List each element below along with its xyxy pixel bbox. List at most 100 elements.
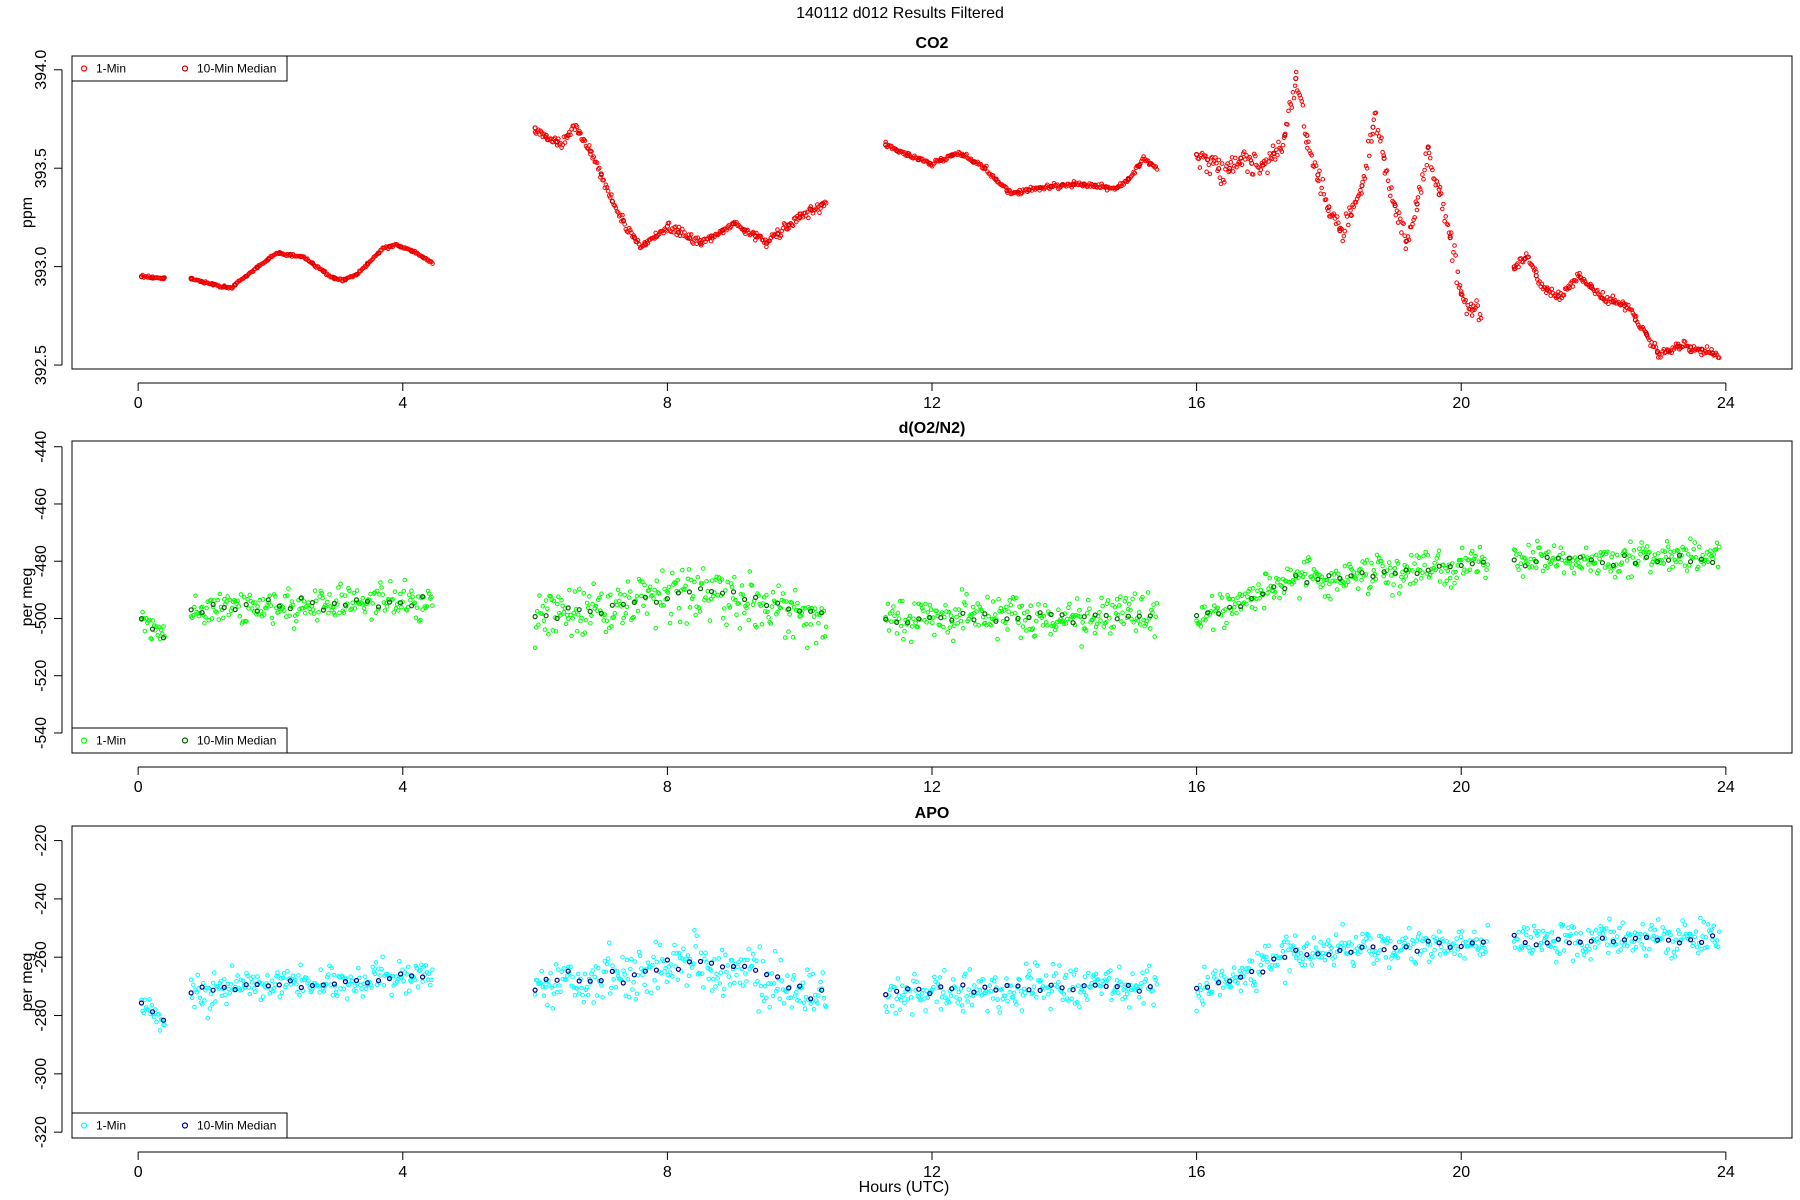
one-min-point	[1680, 544, 1685, 550]
one-min-point	[921, 608, 926, 613]
ten-min-median-point	[741, 227, 748, 233]
one-min-point	[357, 975, 362, 981]
one-min-point	[142, 997, 148, 1003]
one-min-point	[364, 601, 370, 606]
one-min-point	[750, 602, 756, 608]
one-min-point	[1663, 950, 1669, 955]
ten-min-median-point	[342, 602, 348, 608]
one-min-point	[1119, 982, 1124, 987]
one-min-point	[766, 981, 771, 986]
one-min-point	[205, 599, 210, 605]
one-min-point	[1705, 922, 1711, 927]
one-min-point	[538, 980, 543, 986]
one-min-point	[223, 992, 228, 998]
one-min-point	[1298, 951, 1303, 956]
one-min-point	[950, 638, 956, 644]
one-min-point	[379, 966, 384, 972]
one-min-point	[1084, 997, 1090, 1003]
one-min-point	[321, 605, 327, 610]
one-min-point	[641, 603, 646, 609]
one-min-point	[1545, 931, 1550, 937]
one-min-point	[626, 994, 632, 1000]
ten-min-median-point	[1271, 584, 1277, 590]
ten-min-median-point	[1544, 554, 1550, 561]
one-min-point	[697, 971, 703, 977]
one-min-point	[1524, 558, 1529, 564]
one-min-point	[335, 993, 340, 999]
one-min-point	[1276, 139, 1281, 145]
one-min-point	[1414, 938, 1420, 943]
one-min-point	[692, 579, 697, 585]
one-min-point	[970, 604, 976, 610]
one-min-point	[1340, 238, 1345, 244]
one-min-point	[944, 609, 949, 614]
one-min-point	[1467, 567, 1473, 573]
one-min-point	[1398, 216, 1403, 222]
y-tick-label: -460	[33, 488, 50, 520]
one-min-point	[1485, 922, 1490, 928]
one-min-point	[1372, 952, 1378, 958]
one-min-point	[937, 975, 943, 980]
one-min-point	[393, 974, 399, 979]
one-min-point	[1422, 167, 1427, 173]
one-min-point	[1406, 926, 1412, 931]
ten-min-median-point	[160, 1017, 167, 1023]
ten-min-median-point	[1522, 939, 1528, 946]
one-min-point	[279, 990, 285, 996]
one-min-point	[581, 999, 587, 1005]
ten-min-median-point	[1048, 982, 1054, 988]
one-min-point	[956, 607, 962, 612]
one-min-point	[1042, 602, 1048, 608]
one-min-point	[1248, 158, 1254, 163]
one-min-point	[1716, 929, 1722, 935]
one-min-point	[1583, 949, 1589, 955]
one-min-point	[1440, 936, 1445, 942]
one-min-point	[328, 982, 333, 988]
one-min-point	[1056, 979, 1061, 985]
one-min-point	[414, 250, 420, 256]
one-min-point	[587, 143, 592, 148]
ten-min-median-point	[719, 964, 726, 970]
one-min-point	[590, 601, 595, 607]
one-min-point	[1303, 582, 1309, 588]
one-min-point	[1353, 934, 1359, 940]
one-min-point	[708, 968, 714, 973]
one-min-point	[1427, 155, 1433, 161]
one-min-point	[1410, 937, 1415, 943]
one-min-point	[914, 979, 920, 985]
legend: 1-Min 10-Min Median	[71, 727, 288, 754]
ten-min-median-point	[1599, 295, 1606, 301]
one-min-point	[1292, 933, 1298, 938]
ten-min-median-point	[409, 973, 415, 979]
ten-min-median-point	[543, 976, 549, 983]
one-min-point	[1389, 185, 1394, 190]
ten-min-median-point	[1249, 595, 1255, 602]
one-min-point	[1061, 621, 1067, 627]
ten-min-median-point	[1136, 988, 1142, 994]
one-min-point	[1285, 122, 1290, 127]
ten-min-median-point	[276, 250, 282, 256]
one-min-point	[1281, 590, 1287, 595]
one-min-point	[229, 963, 235, 968]
one-min-point	[697, 609, 703, 614]
one-min-point	[972, 983, 977, 988]
one-min-point	[207, 598, 213, 604]
one-min-point	[1670, 564, 1675, 570]
one-min-point	[1426, 959, 1432, 965]
one-min-point	[1589, 930, 1595, 936]
one-min-point	[686, 567, 692, 572]
one-min-point	[724, 969, 729, 975]
one-min-point	[1076, 983, 1081, 989]
ten-min-median-point	[587, 978, 593, 984]
one-min-point	[214, 610, 219, 615]
one-min-point	[1004, 185, 1009, 190]
x-tick-label: 16	[1188, 779, 1206, 796]
ten-min-median-point	[420, 593, 426, 600]
one-min-point	[612, 968, 618, 973]
one-min-point	[1109, 997, 1114, 1003]
one-min-point	[794, 990, 799, 995]
one-min-point	[574, 986, 580, 991]
one-min-point	[797, 998, 802, 1004]
one-min-point	[1019, 603, 1025, 609]
one-min-point	[1234, 610, 1239, 616]
